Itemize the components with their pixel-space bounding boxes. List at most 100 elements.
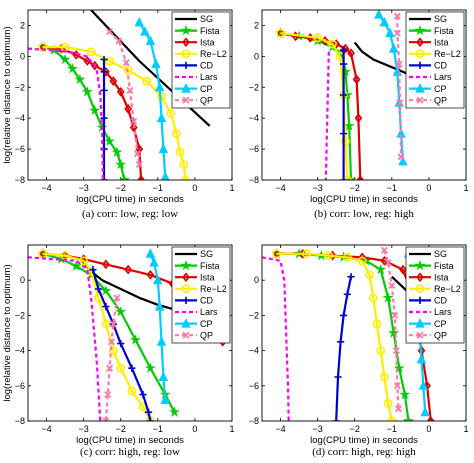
x-tick-label: 1 [463, 183, 468, 193]
legend-label: CD [200, 296, 213, 306]
series-cp-point [398, 155, 408, 166]
series-cp-point [145, 35, 156, 45]
y-tick-label: −8 [15, 175, 25, 185]
series-ista-point [124, 104, 133, 114]
series-lars [28, 256, 102, 421]
series-qp-point [115, 37, 123, 45]
series-re-l2-point [179, 160, 189, 169]
series-re-l2-point [357, 256, 367, 266]
series-qp-point [113, 294, 121, 302]
x-tick-label: −4 [275, 424, 285, 434]
x-axis-label: log(CPU time) in seconds [310, 194, 418, 205]
y-tick-label: −8 [15, 416, 25, 426]
series-lars-line [28, 256, 102, 421]
series-lars [28, 47, 104, 180]
x-axis-label: log(CPU time) in seconds [76, 435, 184, 446]
plot-frame [27, 244, 233, 422]
y-tick-label: −2 [249, 82, 259, 92]
series-fista-point [100, 285, 112, 296]
legend-label: SG [434, 14, 447, 24]
x-axis-label: log(CPU time) in seconds [76, 194, 184, 205]
series-qp-line [104, 297, 119, 421]
series-cp-point [154, 81, 165, 92]
series-ista-point [298, 248, 307, 259]
series-re-l2-point [324, 251, 334, 260]
panel-caption: (c) corr: high, reg: low [80, 446, 180, 458]
y-tick-label: −2 [15, 310, 25, 320]
y-tick-label: −6 [15, 381, 25, 391]
series-cd-point [337, 338, 345, 346]
legend-label: Lars [200, 307, 218, 317]
y-tick-label: −6 [249, 381, 259, 391]
series-qp-point [104, 391, 112, 399]
series-cd-point [334, 373, 342, 381]
legend-marker [416, 37, 424, 48]
series-ista-point [347, 48, 355, 59]
plot-frame [261, 9, 467, 181]
legend-label: Ista [200, 272, 215, 282]
series-qp-point [106, 364, 114, 372]
series-re-l2-point [142, 76, 152, 86]
series-cd-point [89, 266, 97, 274]
x-tick-label: 1 [229, 424, 234, 434]
series-fista-point [81, 86, 93, 97]
series-qp-point [107, 338, 115, 346]
series-re-l2-point [127, 386, 137, 396]
x-tick-label: 0 [192, 424, 197, 434]
series-re-l2 [272, 249, 397, 421]
series-re-l2-point [116, 363, 126, 373]
series-cd-point [340, 91, 348, 99]
x-tick-label: −3 [79, 183, 89, 193]
y-tick-label: 0 [254, 275, 259, 285]
legend-marker [182, 272, 190, 283]
y-tick-label: 2 [20, 20, 25, 30]
x-tick-label: −1 [153, 424, 163, 434]
series-qp-point [122, 59, 130, 67]
series-re-l2-point [341, 136, 350, 146]
series-cd [340, 46, 348, 180]
legend-marker [181, 284, 191, 294]
series-re-l2-point [383, 398, 393, 408]
series-lars-line [28, 47, 104, 180]
y-tick-label: 0 [20, 275, 25, 285]
x-tick-label: −1 [153, 183, 163, 193]
legend-marker [416, 96, 424, 104]
series-re-l2-point [123, 65, 133, 75]
series-cd-point [340, 311, 348, 319]
plot-series [28, 248, 227, 421]
series-cd-point [102, 303, 110, 311]
series-fista-point [168, 406, 181, 417]
series-ista-point [352, 74, 361, 85]
x-tick-label: 0 [426, 424, 431, 434]
series-fista-point [382, 292, 394, 303]
legend-marker [182, 296, 190, 304]
legend-label: QP [200, 95, 213, 105]
legend-label: Ista [434, 272, 449, 282]
plot-frame [261, 244, 467, 422]
series-re-l2-point [365, 270, 374, 280]
y-tick-label: −8 [249, 416, 259, 426]
series-fista-point [104, 135, 116, 147]
series-ista-point [354, 113, 363, 124]
series-fista-line [42, 252, 176, 413]
series-fista-point [375, 263, 387, 275]
series-qp-point [109, 320, 117, 328]
series-cd-point [128, 364, 136, 372]
series-qp-point [393, 12, 401, 20]
series-fista [37, 41, 130, 180]
legend-label: Fista [434, 261, 454, 271]
x-tick-label: −3 [313, 183, 323, 193]
series-cd-point [139, 391, 147, 399]
series-ista-point [399, 264, 407, 275]
legend-label: SG [434, 249, 447, 259]
series-cd-point [340, 130, 348, 138]
series-cp-point [153, 274, 163, 285]
series-qp-point [126, 86, 134, 94]
legend-marker [180, 24, 192, 36]
legend-label: QP [434, 95, 447, 105]
series-fista-point [399, 388, 411, 400]
plot-series [28, 10, 211, 180]
series-fista-point [70, 260, 82, 271]
legend-label: CP [200, 319, 213, 329]
